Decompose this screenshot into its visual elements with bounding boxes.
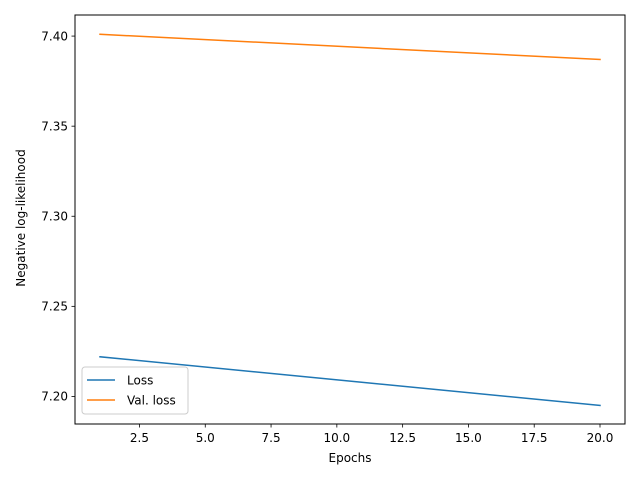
- y-tick-label: 7.35: [41, 119, 68, 133]
- x-tick-label: 12.5: [389, 431, 416, 445]
- x-tick-label: 17.5: [521, 431, 548, 445]
- x-tick-label: 20.0: [587, 431, 614, 445]
- x-tick-label: 5.0: [196, 431, 215, 445]
- x-tick-label: 2.5: [130, 431, 149, 445]
- legend: Loss Val. loss: [81, 366, 189, 415]
- plot-frame: [74, 14, 626, 425]
- y-tick-label: 7.40: [41, 29, 68, 43]
- y-axis-label: Negative log-likelihood: [14, 149, 28, 286]
- x-tick-label: 7.5: [262, 431, 281, 445]
- series-line-1: [99, 33, 601, 61]
- y-axis: 7.20 7.25 7.30 7.35 7.40: [41, 29, 75, 404]
- y-tick-label: 7.20: [41, 390, 68, 404]
- series-line-0: [99, 355, 601, 407]
- y-tick-label: 7.25: [41, 300, 68, 314]
- legend-label-1: Val. loss: [127, 394, 176, 408]
- legend-box: [81, 366, 189, 415]
- series-layer: [99, 33, 601, 407]
- y-tick-label: 7.30: [41, 210, 68, 224]
- x-axis: 2.5 5.0 7.5 10.0 12.5 15.0 17.5 20.0: [130, 424, 613, 445]
- x-tick-label: 15.0: [455, 431, 482, 445]
- x-axis-label: Epochs: [329, 451, 372, 465]
- legend-label-0: Loss: [127, 374, 153, 388]
- x-tick-label: 10.0: [323, 431, 350, 445]
